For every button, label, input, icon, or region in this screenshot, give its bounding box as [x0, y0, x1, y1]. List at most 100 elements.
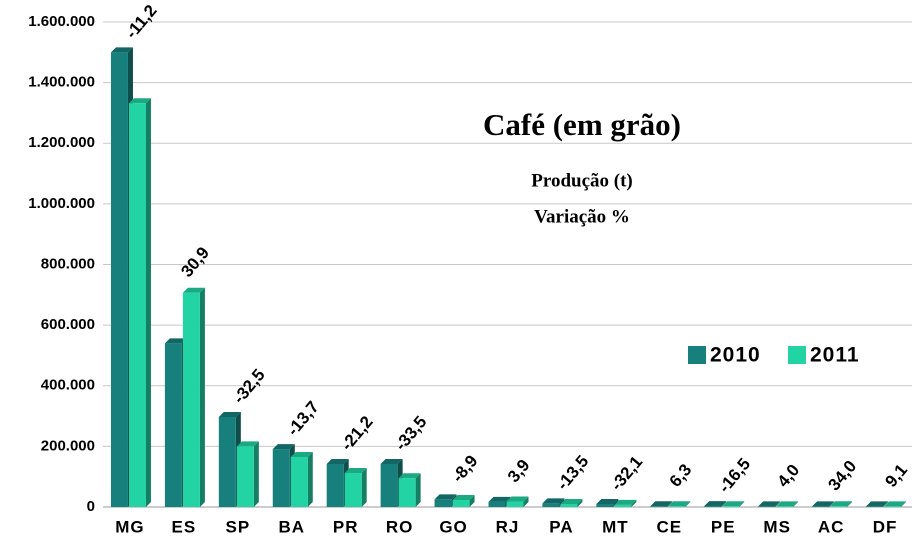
- bar: [290, 456, 308, 507]
- annotation: 30,9: [177, 243, 213, 281]
- bar-top: [812, 501, 835, 507]
- bar: [380, 463, 398, 507]
- bar-top: [344, 468, 367, 474]
- bar-side: [469, 495, 475, 507]
- y-tick-label: 1.000.000: [28, 195, 95, 212]
- bar-top: [722, 501, 745, 507]
- bar-top: [758, 501, 781, 507]
- bar-side: [847, 501, 853, 507]
- x-tick-label: PA: [549, 517, 573, 536]
- bar: [668, 506, 686, 507]
- bar: [236, 446, 254, 507]
- bar-side: [721, 501, 727, 507]
- bar-top: [182, 287, 205, 293]
- bar: [398, 478, 416, 507]
- bar-top: [866, 501, 889, 507]
- bar: [164, 343, 182, 507]
- bar-side: [739, 501, 745, 507]
- x-tick-label: BA: [278, 517, 305, 536]
- legend-label: 2010: [710, 344, 761, 367]
- annotation: 34,0: [824, 457, 860, 495]
- bar-side: [307, 451, 313, 507]
- y-tick-label: 1.400.000: [28, 74, 95, 91]
- bar: [758, 506, 776, 507]
- y-tick-label: 1.600.000: [28, 13, 95, 30]
- bar-top: [506, 496, 529, 502]
- x-tick-label: RO: [386, 517, 414, 536]
- x-tick-label: MT: [602, 517, 629, 536]
- bar: [326, 463, 344, 507]
- annotation: 3,9: [504, 456, 534, 486]
- bar-top: [236, 441, 259, 447]
- annotation: -16,5: [715, 454, 754, 496]
- bar-top: [272, 444, 295, 450]
- bar: [128, 103, 146, 508]
- bar-top: [434, 494, 457, 500]
- bar-side: [631, 499, 637, 507]
- bar-top: [614, 499, 637, 505]
- bar: [218, 416, 236, 507]
- bar: [110, 52, 128, 507]
- bar: [488, 501, 506, 507]
- bar-top: [560, 498, 583, 504]
- annotation: -33,5: [391, 412, 430, 454]
- bar: [344, 473, 362, 507]
- bar-top: [596, 498, 619, 504]
- bar: [452, 500, 470, 507]
- y-tick-label: 400.000: [41, 377, 95, 394]
- bar: [812, 506, 830, 507]
- bar: [506, 501, 524, 507]
- x-tick-label: ES: [172, 517, 197, 536]
- x-tick-label: RJ: [496, 517, 520, 536]
- bar-top: [668, 501, 691, 507]
- bar-top: [776, 501, 799, 507]
- bar-side: [883, 501, 889, 507]
- bar: [704, 506, 722, 507]
- bar-side: [361, 468, 367, 507]
- legend-swatch: [788, 346, 806, 364]
- y-tick-label: 200.000: [41, 437, 95, 454]
- annotation: 9,1: [881, 461, 911, 491]
- annotation: -21,2: [337, 412, 376, 454]
- bar-side: [523, 496, 529, 507]
- bar-top: [884, 501, 907, 507]
- bar-side: [775, 501, 781, 507]
- annotation: -8,9: [448, 451, 481, 486]
- x-tick-label: GO: [439, 517, 467, 536]
- x-tick-label: SP: [225, 517, 250, 536]
- y-tick-label: 800.000: [41, 255, 95, 272]
- bar-side: [253, 441, 259, 507]
- annotation: 4,0: [774, 461, 804, 491]
- bar-top: [290, 451, 313, 457]
- chart-subtitle: Produção (t): [531, 170, 633, 191]
- x-tick-label: DF: [873, 517, 898, 536]
- annotation: -13,5: [553, 452, 592, 494]
- legend-swatch: [688, 346, 706, 364]
- bar: [272, 449, 290, 507]
- x-tick-label: PE: [711, 517, 736, 536]
- bar: [866, 506, 884, 507]
- bar-top: [488, 496, 511, 502]
- bar-top: [380, 458, 403, 464]
- y-tick-label: 1.200.000: [28, 134, 95, 151]
- y-tick-label: 0: [87, 498, 95, 515]
- bar-top: [704, 501, 727, 507]
- legend-label: 2011: [810, 344, 860, 367]
- bar: [596, 503, 614, 507]
- bar-top: [650, 501, 673, 507]
- bar-side: [145, 98, 151, 508]
- annotation: -13,7: [283, 398, 322, 440]
- bar-side: [199, 287, 205, 507]
- annotation: -32,5: [229, 365, 268, 407]
- annotation: 6,3: [666, 460, 696, 490]
- bar: [776, 506, 794, 507]
- bar-top: [218, 411, 241, 417]
- x-tick-label: MG: [115, 517, 144, 536]
- bar: [560, 503, 578, 507]
- bar: [182, 292, 200, 507]
- annotation: -32,1: [607, 452, 646, 494]
- bar: [434, 499, 452, 507]
- bar-side: [793, 501, 799, 507]
- bar-side: [577, 498, 583, 507]
